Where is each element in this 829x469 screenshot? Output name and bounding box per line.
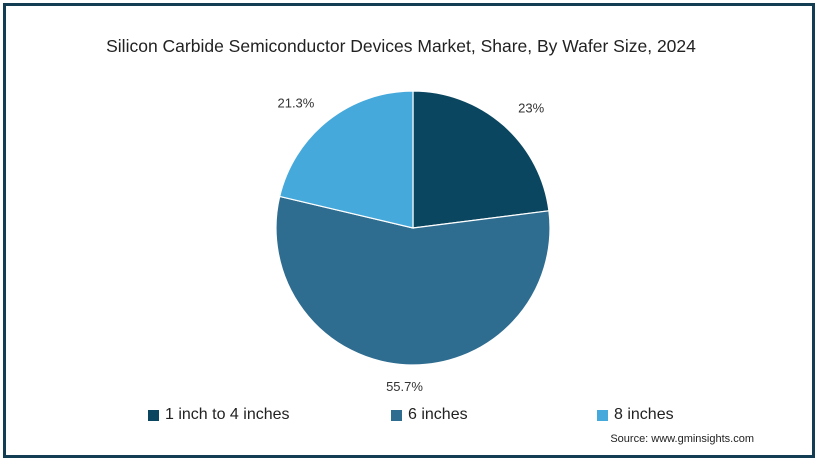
pie-slice-6-inches	[275, 195, 551, 366]
legend-swatch	[597, 409, 608, 421]
legend: 1 inch to 4 inches 6 inches 8 inches	[6, 406, 812, 428]
legend-label: 6 inches	[408, 406, 468, 423]
data-label: 55.7%	[386, 379, 423, 394]
pie-slice-8-inches	[278, 90, 414, 229]
legend-label: 1 inch to 4 inches	[165, 406, 290, 423]
pie-slice-1-inch-to-4-inches	[412, 90, 550, 229]
legend-item-6-inches: 6 inches	[391, 406, 468, 424]
legend-swatch	[391, 409, 402, 421]
data-label: 21.3%	[277, 95, 314, 110]
chart-frame: Silicon Carbide Semiconductor Devices Ma…	[3, 3, 815, 458]
legend-item-1-to-4-inches: 1 inch to 4 inches	[148, 406, 290, 424]
chart-title: Silicon Carbide Semiconductor Devices Ma…	[106, 36, 696, 56]
pie-chart: 23% 55.7% 21.3%	[275, 90, 551, 394]
legend-item-8-inches: 8 inches	[597, 406, 674, 424]
data-label: 23%	[518, 101, 544, 116]
source-note: Source: www.gminsights.com	[610, 433, 754, 445]
legend-label: 8 inches	[614, 406, 674, 423]
legend-swatch	[148, 409, 159, 421]
